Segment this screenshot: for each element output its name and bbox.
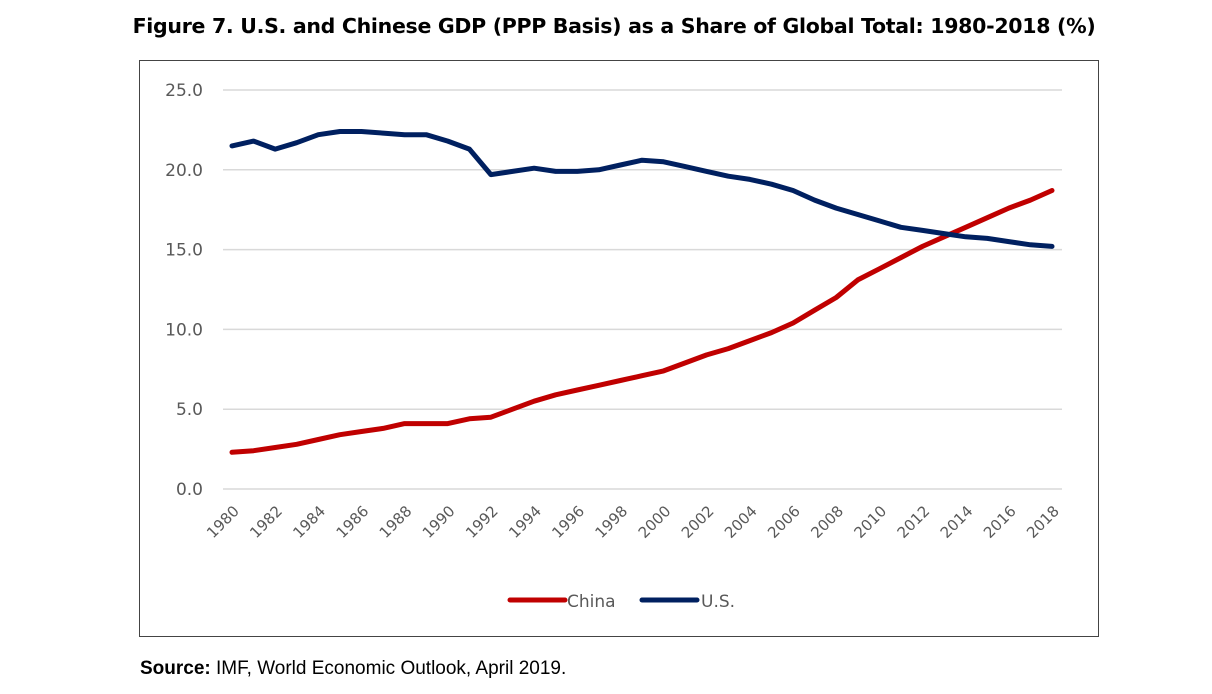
x-tick-label: 1982 [246, 502, 286, 542]
x-tick-label: 1996 [548, 502, 588, 542]
y-tick-label: 5.0 [176, 400, 203, 420]
x-tick-label: 1984 [289, 502, 329, 542]
x-tick-label: 1998 [592, 502, 632, 542]
x-tick-label: 1988 [376, 502, 416, 542]
y-axis-ticks: 0.0 5.0 10.0 15.0 20.0 25.0 [165, 81, 203, 500]
x-tick-label: 2010 [850, 502, 890, 542]
x-tick-label: 2016 [980, 502, 1020, 542]
source-text: IMF, World Economic Outlook, April 2019. [210, 658, 567, 679]
y-tick-label: 25.0 [165, 81, 203, 101]
x-tick-label: 2004 [721, 502, 761, 542]
x-tick-label: 1992 [462, 502, 502, 542]
x-tick-label: 1990 [419, 502, 459, 542]
source-label: Source: [140, 658, 211, 679]
legend-label: China [567, 592, 616, 612]
y-tick-label: 20.0 [165, 161, 203, 181]
figure-title: Figure 7. U.S. and Chinese GDP (PPP Basi… [132, 14, 1096, 38]
x-tick-label: 2000 [635, 502, 675, 542]
x-tick-label: 2002 [678, 502, 718, 542]
legend-label: U.S. [701, 592, 735, 612]
x-tick-label: 1986 [333, 502, 373, 542]
x-tick-label: 2006 [764, 502, 804, 542]
x-tick-label: 2018 [1023, 502, 1063, 542]
legend: China U.S. [507, 592, 735, 612]
source-note: Source: IMF, World Economic Outlook, Apr… [140, 658, 566, 680]
series-line-china [229, 188, 1055, 455]
series-line-us [229, 129, 1055, 249]
y-tick-label: 0.0 [176, 480, 203, 500]
x-tick-label: 2008 [807, 502, 847, 542]
x-tick-label: 1994 [505, 502, 545, 542]
gridlines [223, 89, 1062, 490]
x-axis-ticks: 1980 1982 1984 1986 1988 1990 1992 1994 1996 1998… [203, 502, 1063, 542]
x-tick-label: 1980 [203, 502, 243, 542]
y-tick-label: 10.0 [165, 320, 203, 340]
chart-frame [139, 60, 1099, 637]
y-tick-label: 15.0 [165, 241, 203, 261]
x-tick-label: 2012 [894, 502, 934, 542]
x-tick-label: 2014 [937, 502, 977, 542]
series-lines [229, 129, 1055, 455]
